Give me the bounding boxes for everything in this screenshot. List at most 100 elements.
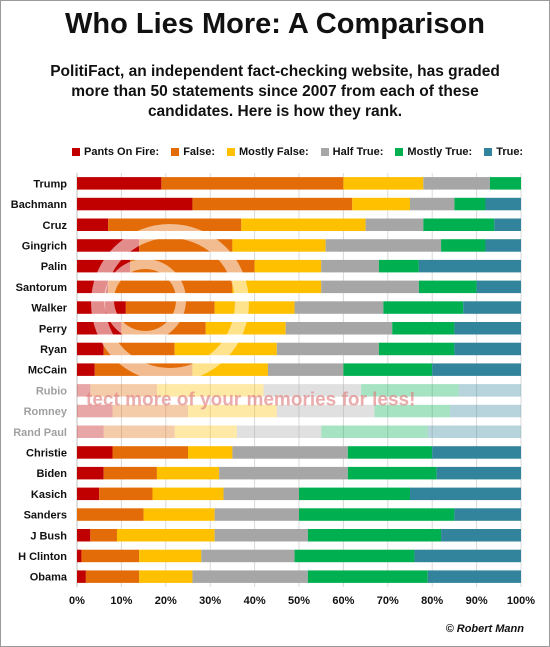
x-tick-label: 30% — [199, 595, 221, 607]
bar-gingrich-mostly-false — [232, 239, 326, 252]
bar-perry-mostly-true — [392, 322, 455, 335]
bar-j-bush-half-true — [214, 529, 308, 542]
bar-palin-true — [418, 259, 521, 273]
bar-christie-pants-on-fire — [77, 446, 113, 459]
bar-sanders-mostly-true — [299, 508, 455, 521]
bar-romney-pants-on-fire — [77, 404, 113, 418]
bar-rubio-pants-on-fire — [77, 384, 91, 397]
bar-christie-mostly-false — [188, 446, 233, 459]
bar-mccain-true — [432, 363, 521, 376]
bar-j-bush-mostly-true — [307, 529, 442, 542]
bar-santorum-true — [476, 280, 521, 294]
bar-rubio-mostly-true — [361, 384, 459, 397]
x-tick-label: 60% — [332, 595, 354, 607]
bar-j-bush-pants-on-fire — [77, 529, 91, 542]
bar-santorum-half-true — [321, 280, 419, 294]
bar-palin-half-true — [321, 259, 379, 273]
bar-santorum-mostly-true — [418, 280, 477, 294]
bar-h-clinton-mostly-true — [294, 549, 415, 563]
bar-obama-true — [427, 570, 521, 583]
credit-text: © Robert Mann — [445, 623, 524, 635]
bar-trump-pants-on-fire — [77, 177, 162, 190]
bar-trump-mostly-true — [489, 177, 521, 190]
bar-h-clinton-mostly-false — [139, 549, 202, 563]
category-label-ryan: Ryan — [40, 344, 67, 356]
bar-walker-mostly-false — [214, 301, 295, 314]
bar-walker-half-true — [294, 301, 384, 314]
x-tick-label: 40% — [244, 595, 266, 607]
bar-christie-mostly-true — [347, 446, 433, 459]
bar-christie-true — [432, 446, 521, 459]
category-label-christie: Christie — [26, 447, 67, 459]
bar-bachmann-mostly-false — [352, 197, 410, 211]
legend-item-pants-on-fire: Pants On Fire: — [72, 146, 159, 158]
bar-trump-false — [161, 177, 344, 190]
bar-santorum-mostly-false — [232, 280, 322, 294]
bar-perry-half-true — [285, 322, 393, 335]
bar-palin-mostly-false — [254, 259, 322, 273]
x-tick-label: 0% — [69, 595, 85, 607]
legend-label: Half True: — [332, 146, 384, 158]
category-label-obama: Obama — [30, 572, 68, 584]
bar-j-bush-false — [90, 529, 117, 542]
x-tick-label: 50% — [288, 595, 310, 607]
bar-kasich-false — [99, 487, 153, 501]
legend-swatch — [320, 148, 329, 156]
x-tick-label: 90% — [466, 595, 488, 607]
bar-biden-mostly-false — [156, 466, 220, 480]
x-tick-label: 70% — [377, 595, 399, 607]
bar-kasich-mostly-false — [152, 487, 224, 501]
bar-gingrich-mostly-true — [441, 239, 486, 252]
bar-ryan-true — [454, 342, 521, 356]
chart-legend: Pants On Fire: False: Mostly False: Half Tr… — [72, 144, 532, 160]
bar-christie-half-true — [232, 446, 348, 459]
x-tick-label: 10% — [110, 595, 132, 607]
category-label-mccain: McCain — [28, 365, 67, 377]
bar-obama-false — [85, 570, 140, 583]
bar-cruz-half-true — [365, 218, 424, 231]
legend-label: False: — [183, 146, 215, 158]
bar-ryan-half-true — [276, 342, 379, 356]
bar-kasich-half-true — [223, 487, 299, 501]
bar-romney-half-true — [276, 404, 375, 418]
bar-h-clinton-half-true — [201, 549, 295, 563]
bar-bachmann-mostly-true — [454, 197, 486, 211]
bar-romney-false — [112, 404, 188, 418]
category-label-cruz: Cruz — [43, 220, 68, 232]
category-label-gingrich: Gingrich — [22, 240, 68, 252]
bar-perry-true — [454, 322, 521, 335]
bar-kasich-true — [410, 487, 521, 501]
bar-bachmann-half-true — [410, 197, 455, 211]
bar-rubio-half-true — [263, 384, 362, 397]
x-tick-label: 20% — [155, 595, 177, 607]
bar-bachmann-false — [192, 197, 353, 211]
bar-bachmann-pants-on-fire — [77, 197, 193, 211]
bar-ryan-pants-on-fire — [77, 342, 104, 356]
bar-h-clinton-pants-on-fire — [77, 549, 82, 563]
bar-romney-mostly-false — [188, 404, 277, 418]
bar-trump-half-true — [423, 177, 490, 190]
bar-rubio-true — [458, 384, 521, 397]
watermark-text: tect more of your memories for less! — [86, 390, 415, 411]
legend-swatch — [171, 148, 180, 156]
bar-palin-mostly-true — [378, 259, 419, 273]
bar-gingrich-half-true — [325, 239, 442, 252]
bar-bachmann-true — [485, 197, 521, 211]
bar-gingrich-true — [485, 239, 521, 252]
legend-item-true: True: — [484, 146, 523, 158]
bar-romney-true — [449, 404, 521, 418]
x-tick-label: 100% — [507, 595, 535, 607]
bar-obama-pants-on-fire — [77, 570, 86, 583]
chart-title: Who Lies More: A Comparison — [65, 8, 485, 40]
bar-sanders-half-true — [214, 508, 299, 521]
bar-biden-false — [103, 466, 157, 480]
bar-santorum-false — [108, 280, 233, 294]
category-label-bachmann: Bachmann — [11, 199, 68, 211]
bar-walker-true — [463, 301, 521, 314]
legend-label: Mostly True: — [407, 146, 473, 158]
category-label-walker: Walker — [31, 303, 67, 315]
bar-mccain-mostly-true — [343, 363, 433, 376]
category-label-palin: Palin — [41, 261, 68, 273]
category-label-kasich: Kasich — [31, 489, 67, 501]
